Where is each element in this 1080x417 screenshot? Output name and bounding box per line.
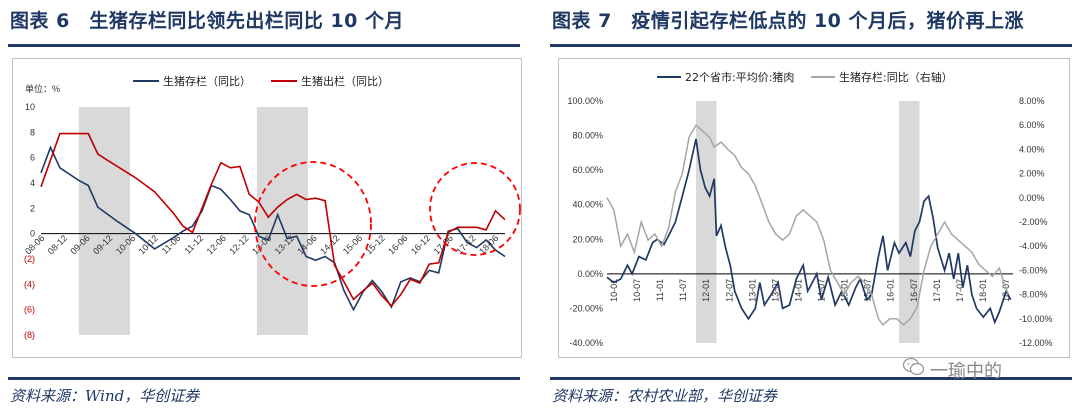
y-right-tick-label: 8.00% [1019, 96, 1045, 106]
y-right-tick-label: 2.00% [1019, 169, 1045, 179]
y-tick-label: 4 [30, 178, 35, 188]
x-tick-label: 11-01 [655, 279, 665, 301]
y-left-tick-label: 100.00% [567, 96, 603, 106]
x-tick-label: 16-06 [386, 233, 409, 256]
right-figure-title: 图表 7 疫情引起存栏低点的 10 个月后，猪价再上涨 [552, 10, 1025, 32]
x-tick-label: 17-07 [955, 279, 965, 302]
legend-label: 生猪存栏:同比（右轴） [839, 70, 953, 84]
y-left-tick-label: -20.00% [569, 303, 603, 313]
legend-label: 22个省市:平均价:猪肉 [685, 70, 794, 84]
legend-label: 生猪出栏（同比） [301, 74, 389, 88]
y-left-tick-label: -40.00% [569, 338, 603, 348]
x-tick-label: 12-01 [701, 279, 711, 302]
series-line-1 [40, 132, 506, 308]
y-tick-label: (6) [24, 305, 35, 315]
y-right-tick-label: -12.00% [1019, 338, 1053, 348]
y-left-tick-label: 20.00% [572, 234, 603, 244]
watermark-text: 一瑜中的 [930, 361, 1002, 382]
x-tick-label: 10-01 [609, 279, 619, 302]
x-tick-label: 13-01 [747, 279, 757, 302]
x-tick-label: 16-01 [886, 279, 896, 302]
x-tick-label: 12-07 [724, 279, 734, 302]
right-source-rule [550, 377, 1072, 380]
right-figure-source: 资料来源：农村农业部，华创证券 [552, 387, 778, 405]
shaded-period-1 [898, 101, 920, 343]
shaded-period-0 [78, 107, 131, 335]
unit-label: 单位：% [25, 83, 60, 94]
legend-label: 生猪存栏（同比） [163, 74, 251, 88]
y-tick-label: (8) [24, 330, 35, 340]
x-tick-label: 11-12 [182, 233, 205, 256]
y-right-tick-label: 6.00% [1019, 120, 1045, 130]
y-right-tick-label: -4.00% [1019, 241, 1048, 251]
highlight-circle-2 [429, 162, 521, 256]
right-chart: 100.00% 80.00% 60.00% 40.00% 20.00% 0.00% -20.… [567, 70, 1053, 348]
highlight-circle-1 [254, 161, 372, 287]
y-tick-label: (2) [24, 254, 35, 264]
left-title-rule [8, 44, 520, 47]
x-tick-label: 17-01 [932, 279, 942, 302]
shaded-period-0 [695, 101, 717, 343]
left-figure-source: 资料来源：Wind，华创证券 [10, 387, 200, 405]
x-tick-label: 08-12 [46, 233, 69, 256]
wechat-icon [902, 357, 925, 376]
y-right-tick-label: -10.00% [1019, 314, 1053, 324]
y-left-tick-label: 60.00% [572, 165, 603, 175]
shaded-period-1 [256, 107, 309, 335]
x-tick-label: 13-07 [770, 279, 780, 302]
series-line-1 [606, 124, 1010, 327]
x-tick-label: 12-06 [205, 233, 228, 256]
x-tick-label: 15-07 [863, 279, 873, 302]
right-chart-frame: 100.00% 80.00% 60.00% 40.00% 20.00% 0.00% -20.… [558, 58, 1070, 358]
series-line-0 [40, 145, 506, 312]
y-tick-label: 8 [30, 127, 35, 137]
x-tick-label: 16-12 [409, 233, 432, 256]
left-source-rule [8, 377, 520, 380]
y-right-tick-label: 0.00% [1019, 193, 1045, 203]
x-tick-label: 17-12 [454, 233, 477, 256]
y-left-tick-label: 40.00% [572, 200, 603, 210]
x-tick-label: 15-06 [341, 233, 364, 256]
y-right-tick-label: -6.00% [1019, 265, 1048, 275]
y-tick-label: 2 [30, 203, 35, 213]
y-right-tick-label: -2.00% [1019, 217, 1048, 227]
x-tick-label: 14-07 [817, 279, 827, 302]
series-line-0 [606, 138, 1012, 325]
left-chart-frame: 单位：% 10 8 6 4 2 0 (2) (4) (6) (8) 08-06 08-12 09-06 09… [12, 58, 522, 358]
x-tick-label: 08-06 [23, 233, 46, 256]
x-tick-label: 18-01 [978, 279, 988, 302]
y-left-tick-label: 80.00% [572, 131, 603, 141]
y-left-tick-label: 0.00% [577, 269, 603, 279]
x-tick-label: 10-07 [632, 279, 642, 302]
y-tick-label: 6 [30, 153, 35, 163]
y-tick-label: (4) [24, 279, 35, 289]
y-tick-label: 10 [25, 102, 35, 112]
y-right-tick-label: 4.00% [1019, 144, 1045, 154]
x-tick-label: 14-01 [793, 279, 803, 302]
x-tick-label: 15-01 [840, 279, 850, 302]
left-figure-title: 图表 6 生猪存栏同比领先出栏同比 10 个月 [10, 10, 405, 32]
y-right-tick-label: -8.00% [1019, 290, 1048, 300]
right-title-rule [550, 44, 1072, 47]
x-tick-label: 16-07 [909, 279, 919, 302]
y-tick-label: 0 [30, 229, 35, 239]
x-tick-label: 12-12 [227, 233, 250, 256]
x-tick-label: 11-07 [678, 279, 688, 301]
